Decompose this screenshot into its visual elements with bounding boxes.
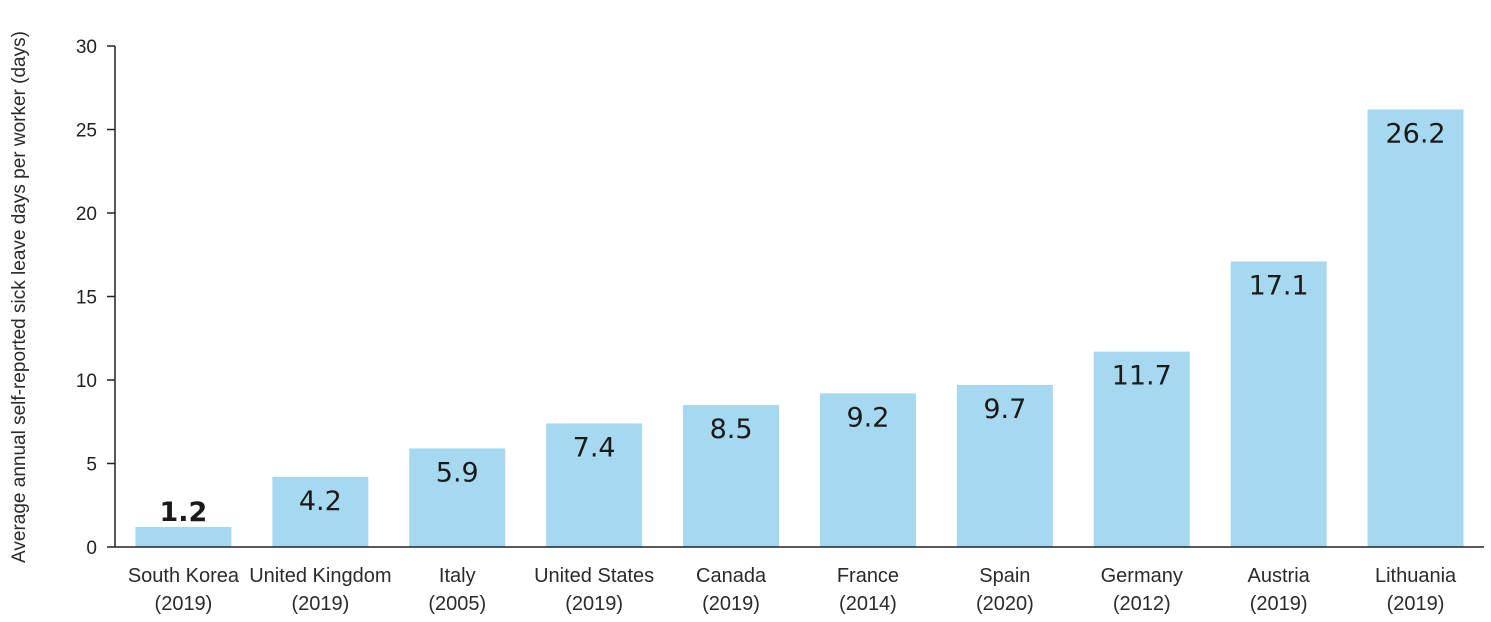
bar-value-label: 26.2	[1385, 118, 1445, 149]
bar-value-label: 8.5	[710, 414, 753, 445]
y-tick-label: 15	[76, 288, 97, 309]
bar-value-label: 1.2	[160, 497, 208, 528]
bar	[819, 393, 916, 547]
x-category-label: France	[837, 565, 899, 587]
x-category-label: United Kingdom	[249, 565, 391, 587]
x-category-year-label: (2019)	[702, 593, 760, 615]
x-category-label: United States	[534, 565, 654, 587]
y-tick-label: 25	[76, 121, 97, 142]
bar-value-label: 9.2	[846, 402, 889, 433]
y-tick-label: 30	[76, 37, 97, 58]
y-tick-label: 0	[86, 538, 97, 559]
bar-value-label: 7.4	[573, 432, 616, 463]
x-category-year-label: (2020)	[976, 593, 1034, 615]
x-category-year-label: (2019)	[155, 593, 213, 615]
y-tick-label: 5	[86, 455, 97, 476]
y-tick-label: 10	[76, 371, 97, 392]
x-category-year-label: (2019)	[1387, 593, 1445, 615]
y-axis-label: Average annual self-reported sick leave …	[9, 31, 30, 563]
bar	[409, 448, 506, 547]
bar-value-label: 11.7	[1112, 361, 1172, 392]
x-category-label: South Korea	[128, 565, 240, 587]
x-category-label: Austria	[1248, 565, 1311, 587]
x-category-year-label: (2012)	[1113, 593, 1171, 615]
bar	[956, 385, 1053, 547]
bar-value-label: 9.7	[983, 394, 1026, 425]
bar	[135, 526, 232, 547]
bar	[1230, 261, 1327, 547]
bar	[1093, 351, 1190, 547]
x-category-year-label: (2014)	[839, 593, 897, 615]
bar	[1367, 109, 1464, 548]
bar-value-label: 17.1	[1249, 270, 1309, 301]
x-category-label: Spain	[979, 565, 1030, 587]
y-tick-label: 20	[76, 204, 97, 225]
x-category-label: Lithuania	[1375, 565, 1457, 587]
x-category-label: Canada	[696, 565, 767, 587]
bar-value-label: 5.9	[436, 457, 479, 488]
x-category-year-label: (2019)	[1250, 593, 1308, 615]
x-category-year-label: (2019)	[291, 593, 349, 615]
x-category-label: Germany	[1101, 565, 1183, 587]
x-category-label: Italy	[439, 565, 476, 587]
bar	[683, 405, 780, 547]
bar-value-label: 4.2	[299, 486, 342, 517]
bar	[546, 423, 643, 547]
x-category-year-label: (2005)	[428, 593, 486, 615]
x-category-year-label: (2019)	[565, 593, 623, 615]
bar	[272, 476, 369, 547]
